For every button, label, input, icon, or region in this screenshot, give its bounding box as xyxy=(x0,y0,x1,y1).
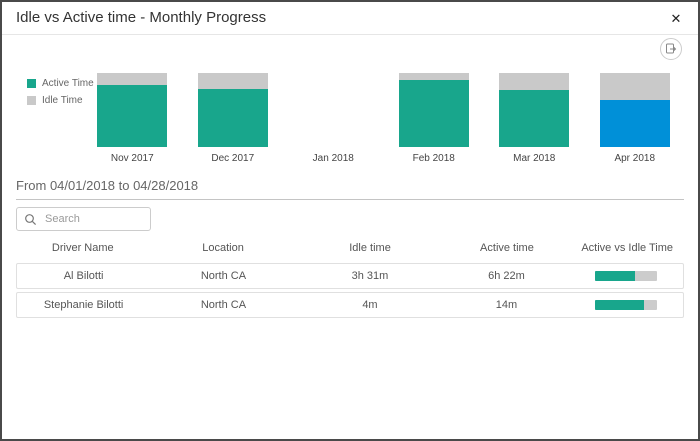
month-bar[interactable] xyxy=(398,73,469,147)
active-segment xyxy=(197,89,268,147)
month-label: Mar 2018 xyxy=(513,153,556,164)
dialog-header: Idle vs Active time - Monthly Progress ✕ xyxy=(2,2,698,35)
active-segment xyxy=(599,99,670,147)
active-segment xyxy=(398,79,469,147)
column-header: Idle time xyxy=(349,242,391,254)
active-time-cell: 14m xyxy=(495,299,518,311)
idle-segment xyxy=(599,73,670,100)
idle-segment xyxy=(499,73,570,91)
chart-month-slot: Jan 2018 xyxy=(283,73,384,164)
column-header: Active time xyxy=(480,242,534,254)
monthly-progress-chart: Active Time Idle Time Nov 2017 Dec 2017 Jan… xyxy=(2,62,698,172)
active-vs-idle-bar xyxy=(595,271,658,281)
month-bar[interactable] xyxy=(197,73,268,147)
search-icon xyxy=(25,214,37,226)
table-row[interactable]: Al Bilotti North CA 3h 31m 6h 22m xyxy=(16,263,684,289)
month-label: Feb 2018 xyxy=(412,153,455,164)
idle-time-cell: 4m xyxy=(362,299,378,311)
column-header: Driver Name xyxy=(51,242,114,254)
search-input[interactable] xyxy=(43,209,147,229)
ratio-cell xyxy=(570,271,683,281)
column-header: Active vs Idle Time xyxy=(581,242,674,254)
driver-name-cell: Al Bilotti xyxy=(63,270,104,282)
export-button[interactable] xyxy=(660,38,682,60)
month-bar[interactable] xyxy=(599,73,670,147)
legend-swatch xyxy=(27,96,36,105)
location-cell: North CA xyxy=(200,299,247,311)
export-image-icon xyxy=(666,43,677,54)
chart-month-slot: Dec 2017 xyxy=(183,73,284,164)
ratio-cell xyxy=(570,300,683,310)
chart-month-slot: Feb 2018 xyxy=(384,73,485,164)
dialog-title: Idle vs Active time - Monthly Progress xyxy=(16,9,267,26)
table-row[interactable]: Stephanie Bilotti North CA 4m 14m xyxy=(16,292,684,318)
close-icon[interactable]: ✕ xyxy=(666,9,686,29)
table-header-row: Driver Name Location Idle time Active time A… xyxy=(16,242,684,254)
driver-name-cell: Stephanie Bilotti xyxy=(43,299,124,311)
table-body: Al Bilotti North CA 3h 31m 6h 22m Stephanie … xyxy=(16,263,684,321)
idle-time-cell: 3h 31m xyxy=(351,270,389,282)
month-bar[interactable] xyxy=(298,73,368,147)
idle-segment xyxy=(398,73,469,80)
idle-segment xyxy=(97,73,168,85)
month-label: Apr 2018 xyxy=(614,153,656,164)
legend-label: Idle Time xyxy=(42,95,83,106)
chart-slots: Nov 2017 Dec 2017 Jan 2018 Feb 2018 Mar 2018… xyxy=(82,73,685,164)
active-vs-idle-bar xyxy=(595,300,658,310)
chart-legend: Active Time Idle Time xyxy=(27,78,94,112)
month-label: Jan 2018 xyxy=(312,153,354,164)
chart-month-slot: Apr 2018 xyxy=(585,73,686,164)
legend-item: Active Time xyxy=(27,78,94,89)
idle-segment xyxy=(197,73,268,90)
location-cell: North CA xyxy=(200,270,247,282)
month-bar[interactable] xyxy=(499,73,570,147)
legend-item: Idle Time xyxy=(27,95,94,106)
legend-swatch xyxy=(27,79,36,88)
active-segment xyxy=(499,90,570,147)
active-segment xyxy=(97,84,168,147)
section-divider xyxy=(16,199,684,200)
chart-month-slot: Nov 2017 xyxy=(82,73,183,164)
period-heading: From 04/01/2018 to 04/28/2018 xyxy=(16,178,199,193)
chart-month-slot: Mar 2018 xyxy=(484,73,585,164)
legend-label: Active Time xyxy=(42,78,94,89)
search-box xyxy=(16,207,151,231)
active-portion xyxy=(595,271,636,281)
month-label: Dec 2017 xyxy=(211,153,255,164)
column-header: Location xyxy=(202,242,244,254)
month-bar[interactable] xyxy=(97,73,168,147)
active-portion xyxy=(595,300,644,310)
month-label: Nov 2017 xyxy=(110,153,154,164)
active-time-cell: 6h 22m xyxy=(488,270,525,282)
